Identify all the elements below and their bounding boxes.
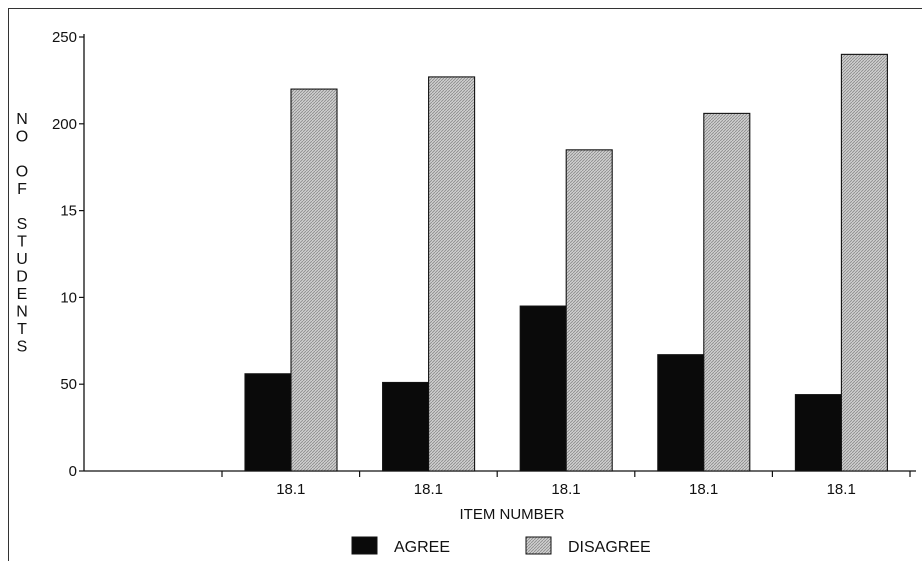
x-tick-label: 18.1 — [827, 481, 856, 498]
x-tick-label: 18.1 — [414, 481, 443, 498]
y-axis-label-char: T — [17, 321, 27, 338]
chart-frame — [8, 8, 922, 561]
legend: AGREE DISAGREE — [351, 536, 651, 556]
y-tick-label: 50 — [60, 376, 77, 393]
y-axis-label-char: N — [16, 304, 28, 321]
bar-disagree — [565, 149, 613, 472]
bar-agree — [794, 394, 842, 472]
y-tick-label: 250 — [52, 29, 77, 46]
y-axis-label-char: U — [16, 251, 28, 268]
bar-agree — [382, 381, 430, 472]
y-axis-label-char: T — [17, 234, 27, 251]
y-axis-label-char: S — [17, 216, 28, 233]
y-axis-label-char: N — [16, 111, 28, 128]
y-axis-label-char: S — [17, 339, 28, 356]
x-axis-label: ITEM NUMBER — [460, 506, 565, 523]
x-tick-label: 18.1 — [551, 481, 580, 498]
y-tick-label: 200 — [52, 116, 77, 133]
y-axis-label-char: E — [17, 286, 28, 303]
bar-disagree — [840, 53, 888, 472]
bar-agree — [519, 305, 567, 472]
bar-disagree — [703, 112, 751, 472]
bars — [244, 53, 888, 472]
bar-disagree — [290, 88, 338, 472]
legend-swatch-agree — [351, 536, 378, 555]
bar-agree — [657, 354, 705, 472]
x-tick-label: 18.1 — [276, 481, 305, 498]
bar-agree — [244, 373, 292, 472]
y-axis-label-char: F — [17, 181, 27, 198]
axes — [83, 34, 916, 472]
legend-label-disagree: DISAGREE — [568, 539, 651, 556]
legend-swatch-disagree — [525, 536, 552, 555]
y-tick-label: 15 — [60, 203, 77, 220]
y-axis-ticks: 0 50 10 15 200 250 — [52, 29, 84, 480]
y-tick-label: 0 — [69, 463, 77, 480]
y-tick-label: 10 — [60, 289, 77, 306]
y-axis-label-char: O — [16, 129, 28, 146]
bar-disagree — [428, 76, 476, 472]
y-axis-label-char: D — [16, 269, 28, 286]
y-axis-label-char: O — [16, 164, 28, 181]
legend-label-agree: AGREE — [394, 539, 450, 556]
x-axis-ticks: 18.1 18.1 18.1 18.1 18.1 — [221, 471, 911, 498]
x-tick-label: 18.1 — [689, 481, 718, 498]
